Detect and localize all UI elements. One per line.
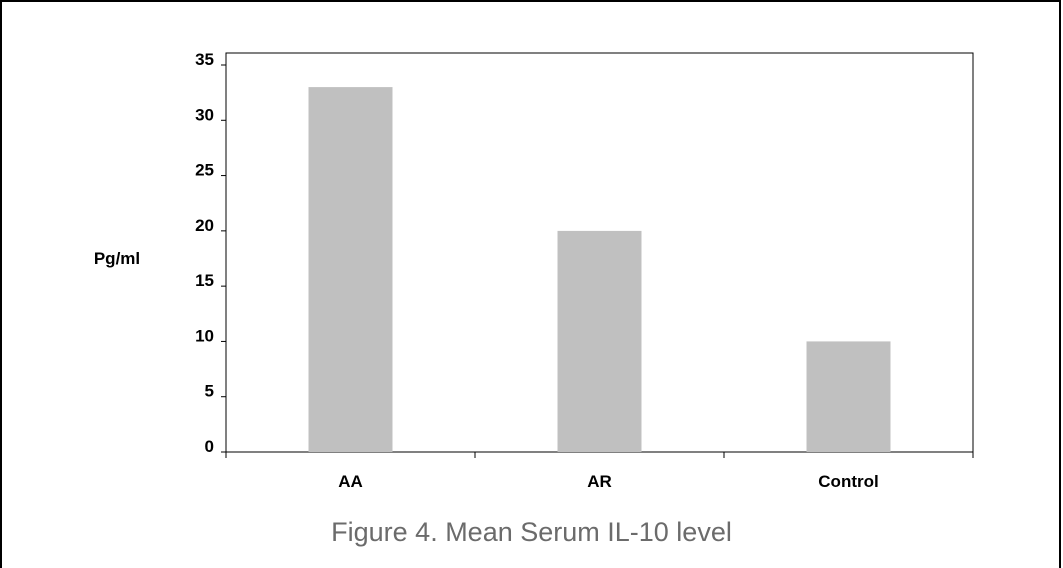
y-tick-label: 20 — [195, 216, 214, 235]
bar-chart: 0 5 10 15 20 25 30 35 AA AR Control Pg/ml — [94, 50, 974, 491]
x-tick-label: AA — [338, 472, 363, 491]
bar-control — [806, 341, 891, 452]
y-tick-label: 25 — [195, 161, 214, 180]
y-tick-label: 15 — [195, 271, 214, 290]
y-axis-label: Pg/ml — [94, 249, 140, 268]
x-tick-label: AR — [587, 472, 612, 491]
bar-ar — [557, 230, 642, 452]
figure-caption: Figure 4. Mean Serum IL-10 level — [331, 517, 732, 547]
x-axis: AA AR Control — [225, 452, 974, 491]
y-tick-label: 5 — [205, 382, 214, 401]
y-tick-label: 0 — [205, 437, 214, 456]
y-tick-label: 10 — [195, 326, 214, 345]
bars-group — [308, 87, 891, 452]
y-axis: 0 5 10 15 20 25 30 35 — [195, 50, 226, 456]
bar-aa — [308, 87, 393, 452]
y-tick-label: 35 — [195, 50, 214, 69]
y-tick-label: 30 — [195, 105, 214, 124]
x-tick-label: Control — [818, 472, 878, 491]
